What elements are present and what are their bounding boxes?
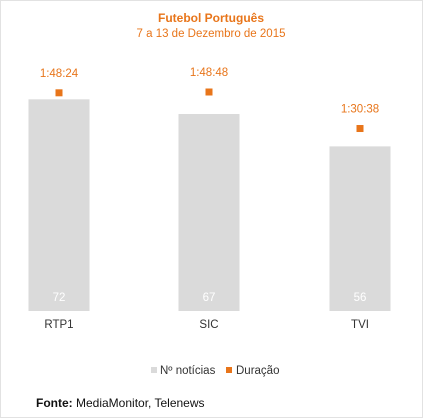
duration-marker-sic bbox=[205, 88, 213, 96]
legend: Nº notícias Duração bbox=[151, 365, 279, 377]
duration-marker-tvi bbox=[356, 125, 364, 133]
legend-label-noticias: Nº notícias bbox=[160, 365, 216, 377]
source-text: MediaMonitor, Telenews bbox=[76, 396, 205, 410]
legend-swatch-duracao bbox=[226, 367, 232, 373]
legend-swatch-noticias bbox=[151, 367, 157, 373]
chart-subtitle: 7 a 13 de Dezembro de 2015 bbox=[137, 28, 286, 40]
legend-label-duracao: Duração bbox=[236, 365, 279, 377]
duration-label-rtp1: 1:48:24 bbox=[40, 68, 79, 80]
duration-marker-rtp1 bbox=[55, 89, 63, 97]
x-tick-tvi: TVI bbox=[351, 319, 369, 331]
duration-label-tvi: 1:30:38 bbox=[341, 104, 379, 116]
bar-value-label-sic: 67 bbox=[203, 292, 216, 304]
source-note: Fonte: MediaMonitor, Telenews bbox=[36, 396, 205, 410]
source-label: Fonte: bbox=[36, 396, 73, 410]
x-tick-sic: SIC bbox=[199, 319, 218, 331]
chart-title: Futebol Português bbox=[158, 11, 264, 25]
x-tick-rtp1: RTP1 bbox=[44, 319, 73, 331]
plot-area: 72 RTP1 1:48:24 67 SIC 1:48:48 56 TVI 1:30:38 bbox=[28, 67, 391, 331]
duration-label-sic: 1:48:48 bbox=[190, 67, 228, 79]
bar-value-label-rtp1: 72 bbox=[53, 292, 66, 304]
bar-rtp1 bbox=[28, 99, 90, 311]
bar-value-label-tvi: 56 bbox=[354, 292, 367, 304]
bar-tvi bbox=[329, 146, 391, 311]
bar-sic bbox=[178, 114, 240, 312]
